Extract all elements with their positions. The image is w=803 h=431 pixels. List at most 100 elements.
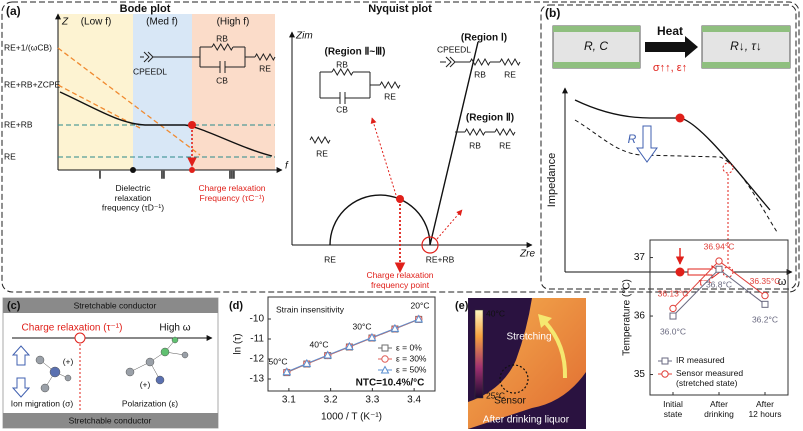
panel-b: (b) R, C Heat σ↑↑, ε↑ R↓, τ↓ Impedance R… <box>545 6 793 289</box>
relaxation-point <box>722 162 734 174</box>
level-label: RE <box>4 151 16 161</box>
sensor-ring <box>499 364 529 394</box>
region-label: (Region Ⅱ) <box>466 113 514 124</box>
region-label: (Med f) <box>146 17 178 28</box>
text-line: drinking <box>704 409 734 419</box>
conductor <box>3 298 218 313</box>
level-label: RE+1/(ωCB) <box>4 42 52 52</box>
plot-frame <box>267 296 436 392</box>
text-line: Frequency (τC⁻¹) <box>200 193 265 203</box>
region-label: (Region Ⅰ) <box>461 33 507 44</box>
relaxation-point <box>675 113 685 123</box>
axis-label: Impedance <box>546 153 558 207</box>
chart-d-annotations: Strain insensitivity 50°C 40°C 30°C 20°C… <box>269 300 430 388</box>
point <box>189 167 195 173</box>
electrode <box>553 26 640 32</box>
label: High ω <box>159 323 190 334</box>
x-tick-label: 3.4 <box>407 395 421 406</box>
axis-label: Z <box>61 17 69 28</box>
resistor <box>464 127 486 137</box>
annotation: 20°C <box>411 300 430 310</box>
highlight <box>421 236 439 254</box>
arrow <box>370 117 397 196</box>
ir-image: (e) 40°C 25°C Stretching Sensor After dr… <box>455 298 586 429</box>
legend-marker <box>661 370 669 378</box>
circuit-label: RE <box>384 91 396 101</box>
text-line: frequency point <box>371 280 430 290</box>
data-label: 36.0°C <box>660 326 686 336</box>
level-label: RE+RB <box>4 119 33 129</box>
impedance-curve <box>59 91 273 157</box>
text-line: After <box>710 399 728 409</box>
annotation: 30°C <box>353 321 372 331</box>
data-point <box>761 291 769 300</box>
curve <box>574 119 778 233</box>
scale-label: 40°C <box>486 308 505 318</box>
axis-label: Zim <box>295 31 313 42</box>
circuit-label: CPEEDL <box>437 44 471 54</box>
label: (+) <box>63 356 74 366</box>
text-line: Charge relaxation <box>366 270 433 280</box>
x-axis-label: 1000 / T (K⁻¹) <box>321 412 382 423</box>
arrow <box>636 125 658 163</box>
level-label: RE+RB+ZCPE <box>4 79 61 89</box>
axis-label: f <box>285 161 289 172</box>
circuit-label: RB <box>474 69 486 79</box>
arrow <box>436 209 463 240</box>
panel-label: (d) <box>229 300 243 312</box>
text-line: Charge relaxation <box>198 183 265 193</box>
data-point <box>323 350 333 359</box>
label: Stretchable conductor <box>74 300 157 310</box>
panel-label: (b) <box>545 6 560 20</box>
label: σ↑↑, ε↑ <box>653 62 687 74</box>
data-point <box>715 265 723 273</box>
resistor <box>494 127 516 137</box>
panel-label: (a) <box>6 4 21 18</box>
panel-label: (c) <box>7 300 21 312</box>
legend-marker <box>661 357 669 365</box>
circuit-label: CPEEDL <box>133 66 167 76</box>
text-line: Dielectric <box>116 183 152 193</box>
annotation: Dielectric relaxation frequency (τD⁻¹) <box>102 183 164 213</box>
point-label: RE+RB <box>426 254 455 264</box>
circuit <box>140 46 255 73</box>
data-point <box>669 312 677 320</box>
resistor <box>331 68 354 76</box>
circuit-label: RE <box>504 69 516 79</box>
label: R, C <box>584 39 608 53</box>
text-line: IR measured <box>676 355 725 365</box>
region-label: (Low f) <box>81 17 112 28</box>
label: (+) <box>140 379 151 389</box>
circuit-label: RE <box>499 140 511 150</box>
label: Heat <box>657 24 683 38</box>
region-label: (Region Ⅱ~Ⅲ) <box>325 47 386 58</box>
text-line: state <box>664 409 683 419</box>
data-point <box>669 304 677 313</box>
text-line: (stretched state) <box>676 378 738 388</box>
legend-label: Sensor measured (stretched state) <box>676 368 743 388</box>
legend-marker <box>381 355 389 363</box>
frame <box>540 4 797 290</box>
annotation: NTC=10.4%/°C <box>356 378 425 389</box>
data-point <box>367 332 377 341</box>
label: Ion migration (σ) <box>11 398 74 408</box>
text-line: Sensor measured <box>676 368 743 378</box>
circuit-label: RB <box>336 59 348 69</box>
x-tick-label: 3.1 <box>282 395 296 406</box>
label: Sensor <box>494 396 526 407</box>
annotation: Charge relaxation frequency point <box>366 270 433 290</box>
label: R↓, τ↓ <box>730 39 762 53</box>
y-tick-label: 36 <box>634 311 646 322</box>
curve <box>574 99 771 211</box>
y-axis-label: ln (τ) <box>233 333 244 354</box>
region-number: Ⅱ <box>161 171 166 182</box>
legend-marker <box>380 365 390 374</box>
panel-c: (c) Stretchable conductor Stretchable co… <box>2 297 219 429</box>
legend-marker <box>381 344 389 352</box>
data-label: 36.94°C <box>704 241 735 251</box>
text-line: Initial <box>663 399 683 409</box>
y-tick-label: -10 <box>250 314 265 325</box>
marker <box>74 332 86 344</box>
arrow <box>538 314 552 328</box>
